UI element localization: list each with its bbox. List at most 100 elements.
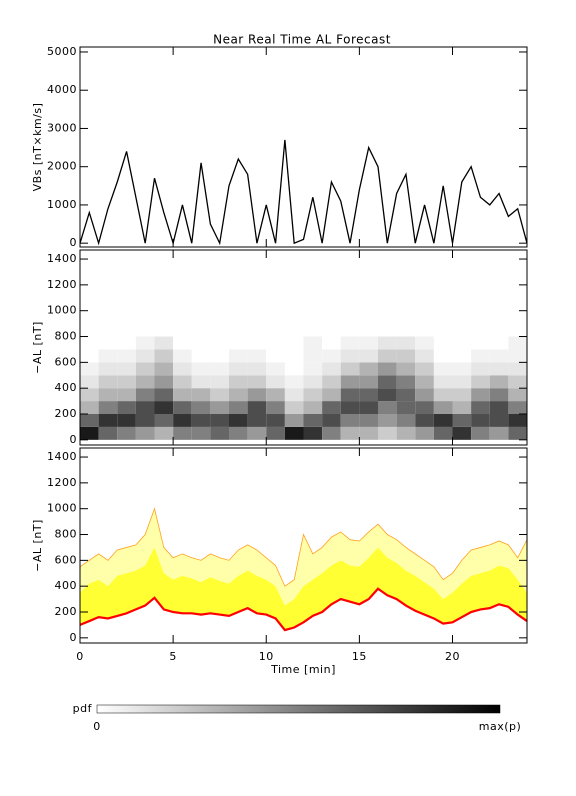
y-tick-label: 600 bbox=[55, 553, 78, 566]
pdf-cell bbox=[322, 414, 341, 427]
y-tick-label: 1400 bbox=[47, 252, 77, 265]
y-tick-label: 400 bbox=[55, 381, 78, 394]
pdf-cell bbox=[80, 349, 99, 363]
pdf-cell bbox=[135, 362, 155, 376]
pdf-cell bbox=[247, 401, 267, 415]
pdf-cell bbox=[210, 388, 229, 402]
y-tick-label: 4000 bbox=[47, 83, 77, 96]
pdf-cell bbox=[340, 401, 360, 415]
pdf-cell bbox=[229, 375, 248, 389]
y-tick-label: 3000 bbox=[47, 121, 77, 134]
pdf-cell bbox=[154, 362, 174, 376]
pdf-cell bbox=[173, 426, 192, 440]
pdf-cell bbox=[508, 375, 527, 389]
pdf-cell bbox=[266, 336, 285, 350]
pdf-cell bbox=[303, 414, 323, 427]
pdf-cell bbox=[154, 388, 174, 402]
pdf-cell bbox=[489, 426, 509, 440]
pdf-cell bbox=[340, 375, 360, 389]
outer-band bbox=[80, 508, 527, 606]
pdf-cell bbox=[452, 414, 472, 427]
pdf-cell bbox=[117, 414, 136, 427]
pdf-cell bbox=[266, 388, 285, 402]
x-tick-label: 20 bbox=[445, 650, 460, 663]
pdf-cell bbox=[284, 375, 304, 389]
pdf-cell bbox=[210, 426, 229, 440]
pdf-cell bbox=[508, 388, 527, 402]
pdf-cell bbox=[378, 336, 397, 350]
pdf-cell bbox=[452, 426, 472, 440]
pdf-cell bbox=[415, 375, 434, 389]
y-tick-label: 1000 bbox=[47, 502, 77, 515]
pdf-cell bbox=[80, 414, 99, 427]
pdf-cell bbox=[266, 414, 285, 427]
y-tick-label: 2000 bbox=[47, 160, 77, 173]
pdf-cell bbox=[471, 362, 490, 376]
pdf-cell bbox=[340, 388, 360, 402]
pdf-cell bbox=[135, 414, 155, 427]
pdf-cell bbox=[508, 336, 527, 350]
y-tick-label: 1000 bbox=[47, 304, 77, 317]
pdf-cell bbox=[471, 401, 490, 415]
pdf-cell bbox=[303, 349, 323, 363]
pdf-cell bbox=[210, 414, 229, 427]
pdf-cell bbox=[229, 362, 248, 376]
pdf-cell bbox=[247, 362, 267, 376]
pdf-cell bbox=[229, 401, 248, 415]
pdf-cell bbox=[284, 362, 304, 376]
plot-frame bbox=[79, 46, 528, 248]
vbs-line bbox=[79, 139, 528, 246]
y-tick-label: 0 bbox=[70, 236, 78, 249]
pdf-cell bbox=[173, 336, 192, 350]
pdf-cell bbox=[433, 336, 453, 350]
colorbar-max: max(p) bbox=[479, 720, 522, 733]
pdf-cell bbox=[98, 362, 118, 376]
pdf-cell bbox=[433, 414, 453, 427]
pdf-cell bbox=[340, 362, 360, 376]
pdf-cell bbox=[322, 349, 341, 363]
pdf-cell bbox=[303, 375, 323, 389]
pdf-cell bbox=[173, 349, 192, 363]
pdf-cell bbox=[322, 375, 341, 389]
pdf-cell bbox=[340, 349, 360, 363]
pdf-cell bbox=[359, 336, 378, 350]
colorbar-min: 0 bbox=[93, 720, 101, 733]
plot-frame bbox=[79, 447, 528, 644]
pdf-cell bbox=[284, 426, 304, 440]
pdf-cell bbox=[266, 349, 285, 363]
pdf-cell bbox=[322, 426, 341, 440]
pdf-cell bbox=[452, 362, 472, 376]
pdf-cell bbox=[154, 414, 174, 427]
y-tick-label: 800 bbox=[55, 330, 78, 343]
y-tick-label: 400 bbox=[55, 579, 78, 592]
pdf-cell bbox=[378, 362, 397, 376]
pdf-cell bbox=[415, 388, 434, 402]
pdf-cell bbox=[154, 375, 174, 389]
pdf-cell bbox=[135, 349, 155, 363]
pdf-cell bbox=[117, 375, 136, 389]
pdf-cell bbox=[452, 375, 472, 389]
pdf-cell bbox=[508, 426, 527, 440]
pdf-cell bbox=[247, 349, 267, 363]
y-tick-label: 1000 bbox=[47, 198, 77, 211]
pdf-cell bbox=[489, 388, 509, 402]
pdf-cell bbox=[266, 362, 285, 376]
pdf-cell bbox=[210, 349, 229, 363]
pdf-cell bbox=[359, 414, 378, 427]
pdf-cell bbox=[452, 336, 472, 350]
pdf-cell bbox=[452, 388, 472, 402]
pdf-cell bbox=[471, 388, 490, 402]
pdf-cell bbox=[359, 362, 378, 376]
pdf-cell bbox=[98, 349, 118, 363]
pdf-cell bbox=[117, 362, 136, 376]
pdf-cell bbox=[433, 375, 453, 389]
pdf-cell bbox=[284, 414, 304, 427]
pdf-cell bbox=[210, 336, 229, 350]
pdf-cell bbox=[229, 349, 248, 363]
y-axis-label: −AL [nT] bbox=[31, 519, 44, 572]
pdf-cell bbox=[396, 414, 416, 427]
pdf-cell bbox=[173, 401, 192, 415]
pdf-cell bbox=[415, 336, 434, 350]
pdf-cell bbox=[415, 414, 434, 427]
pdf-cell bbox=[135, 375, 155, 389]
